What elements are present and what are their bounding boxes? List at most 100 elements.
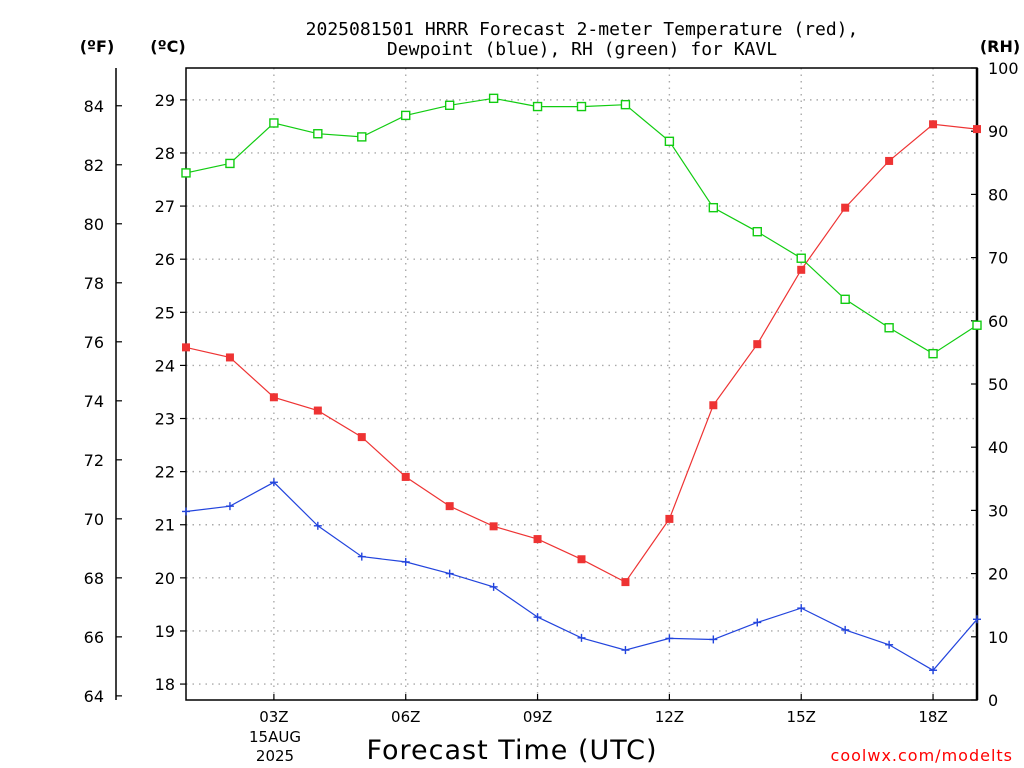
rh-tick-label: 60 xyxy=(988,312,1008,331)
temperature-marker xyxy=(797,265,806,274)
rh-marker xyxy=(752,226,762,237)
dewpoint-marker xyxy=(753,618,762,627)
dewpoint-marker xyxy=(709,635,718,644)
temperature-marker xyxy=(709,401,718,410)
rh-marker xyxy=(576,101,587,112)
rh-marker xyxy=(181,168,191,178)
dewpoint-marker xyxy=(182,507,190,516)
plot-frame xyxy=(185,67,978,701)
celsius-tick-label: 27 xyxy=(155,197,175,216)
dewpoint-marker xyxy=(445,569,454,578)
temperature-marker xyxy=(533,535,542,544)
rh-marker xyxy=(357,132,367,142)
dewpoint-marker xyxy=(973,615,981,624)
rh-tick-label: 30 xyxy=(988,501,1008,520)
chart-title-line1: 2025081501 HRRR Forecast 2-meter Tempera… xyxy=(306,19,859,40)
rh-tick-label: 0 xyxy=(988,691,998,710)
rh-marker xyxy=(269,118,279,128)
temperature-marker xyxy=(929,120,938,129)
rh-tick-label: 80 xyxy=(988,185,1008,204)
rh-marker xyxy=(488,93,499,104)
x-axis-label: Forecast Time (UTC) xyxy=(366,735,657,766)
dewpoint-marker xyxy=(489,582,498,591)
rh-marker xyxy=(840,294,850,305)
axes: 18 19 20 21 22 23 24 25 26 27 28 29 64 66 68 70 72 74 76 78… xyxy=(84,59,1019,726)
fahrenheit-tick-label: 70 xyxy=(84,510,104,529)
temperature-marker xyxy=(885,156,894,165)
fahrenheit-tick-label: 80 xyxy=(84,215,104,234)
temperature-marker xyxy=(225,353,234,362)
fahrenheit-tick-label: 74 xyxy=(84,392,104,411)
fahrenheit-tick-label: 76 xyxy=(84,333,104,352)
dewpoint-marker xyxy=(269,478,278,487)
celsius-tick-label: 21 xyxy=(155,516,175,535)
dewpoint-marker xyxy=(797,604,806,613)
rh-marker xyxy=(664,136,675,147)
temperature-marker xyxy=(489,522,498,531)
x-tick-label: 09Z xyxy=(523,708,552,726)
fahrenheit-tick-label: 78 xyxy=(84,274,104,293)
celsius-tick-label: 26 xyxy=(155,250,175,269)
credit-label: coolwx.com/modelts xyxy=(831,746,1013,765)
fahrenheit-unit-label: (ºF) xyxy=(80,37,115,56)
temperature-marker xyxy=(357,433,366,442)
rh-tick-label: 20 xyxy=(988,565,1008,584)
rh-marker xyxy=(972,320,982,330)
celsius-tick-label: 22 xyxy=(155,463,175,482)
dewpoint-marker xyxy=(357,552,366,561)
dewpoint-marker xyxy=(885,640,894,649)
dewpoint-marker xyxy=(665,634,674,643)
temperature-marker xyxy=(269,393,278,402)
rh-marker xyxy=(796,253,806,263)
rh-tick-label: 100 xyxy=(988,59,1019,78)
dewpoint-marker xyxy=(841,625,850,634)
fahrenheit-tick-label: 68 xyxy=(84,569,104,588)
dewpoint-marker xyxy=(533,613,542,622)
fahrenheit-tick-label: 66 xyxy=(84,628,104,647)
celsius-tick-label: 18 xyxy=(155,675,175,694)
celsius-unit-label: (ºC) xyxy=(150,37,185,56)
rh-tick-label: 70 xyxy=(988,249,1008,268)
dewpoint-line xyxy=(185,481,978,672)
temperature-marker xyxy=(182,343,190,352)
x-tick-label: 06Z xyxy=(391,708,420,726)
rh-unit-label: (RH) xyxy=(980,37,1020,56)
rh-tick-label: 50 xyxy=(988,375,1008,394)
x-tick-label: 03Z xyxy=(259,708,288,726)
temperature-marker xyxy=(577,555,586,564)
x-tick-label: 12Z xyxy=(655,708,684,726)
chart-title-line2: Dewpoint (blue), RH (green) for KAVL xyxy=(387,39,777,60)
rh-marker xyxy=(313,129,323,139)
rh-marker xyxy=(620,99,631,110)
dewpoint-marker xyxy=(929,666,938,675)
rh-marker xyxy=(444,100,455,110)
celsius-tick-label: 25 xyxy=(155,303,175,322)
dewpoint-marker xyxy=(577,633,586,642)
fahrenheit-tick-label: 82 xyxy=(84,156,104,175)
celsius-tick-label: 24 xyxy=(155,356,175,375)
fahrenheit-tick-label: 72 xyxy=(84,451,104,470)
temperature-marker xyxy=(665,514,674,523)
celsius-tick-label: 23 xyxy=(155,410,175,429)
temperature-marker xyxy=(401,472,410,481)
temperature-marker xyxy=(973,125,981,134)
temperature-marker xyxy=(445,502,454,511)
rh-marker xyxy=(928,348,938,359)
celsius-tick-label: 29 xyxy=(155,91,175,110)
temperature-marker xyxy=(313,406,322,415)
temperature-marker xyxy=(841,203,850,212)
rh-line xyxy=(185,97,978,355)
rh-marker xyxy=(884,323,894,333)
date-label-day: 15AUG xyxy=(249,728,301,746)
fahrenheit-tick-label: 84 xyxy=(84,97,104,116)
temperature-marker xyxy=(753,340,762,349)
fahrenheit-tick-label: 64 xyxy=(84,687,104,706)
rh-marker xyxy=(225,158,235,169)
rh-tick-label: 10 xyxy=(988,628,1008,647)
dewpoint-marker xyxy=(621,646,630,655)
celsius-tick-label: 28 xyxy=(155,144,175,163)
date-label-year: 2025 xyxy=(256,747,294,765)
x-tick-label: 15Z xyxy=(787,708,816,726)
x-tick-label: 18Z xyxy=(918,708,947,726)
